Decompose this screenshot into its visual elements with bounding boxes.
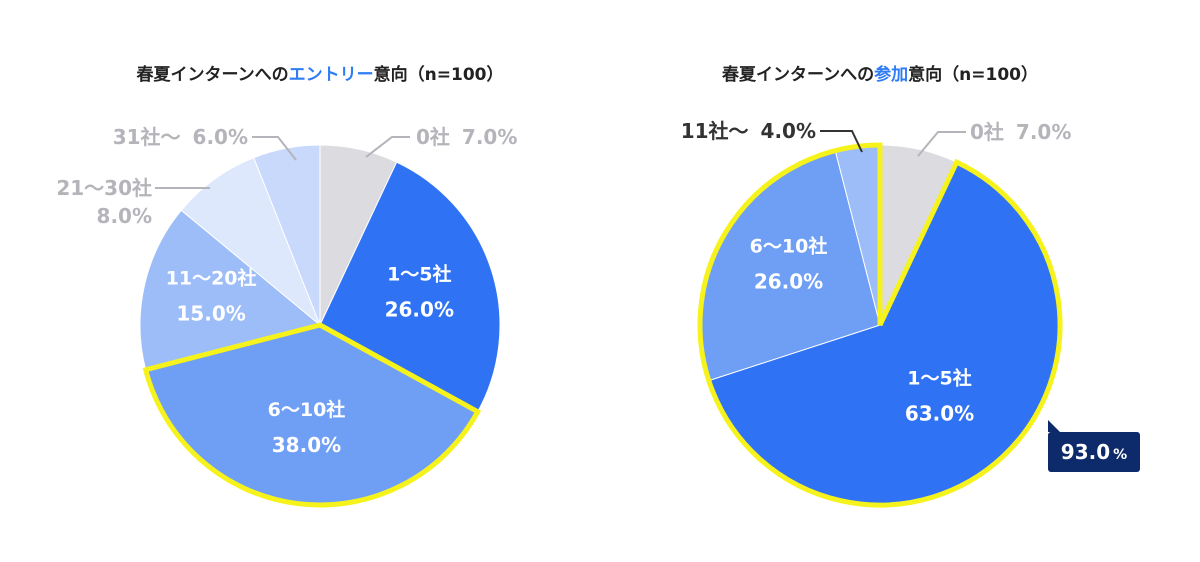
- chart-2-slice-2-label: 63.0%: [905, 402, 974, 426]
- chart-2-slice-1-outer-label: 0社 7.0%: [970, 120, 1071, 144]
- chart-1-title: 春夏インターンへのエントリー意向（n=100）: [137, 60, 504, 85]
- callout-box: [1048, 432, 1140, 472]
- chart-2-slice-1-name: 0社: [970, 120, 1004, 144]
- chart-1-highlight-outline: [142, 322, 482, 508]
- chart-2-slice-2-name: 1〜5社: [907, 367, 971, 390]
- chart-1-slice-6-leader: [252, 136, 297, 161]
- chart-1-slice-4-name: 11〜20社: [166, 267, 257, 290]
- chart-2-total-callout: 93.0%: [1048, 420, 1140, 472]
- chart-1-slice-1-label: 7.0%: [462, 125, 517, 149]
- chart-2-slice-1-label: 7.0%: [1016, 120, 1071, 144]
- chart-1-slice-4: [139, 209, 322, 371]
- chart-1-title-highlight: エントリー: [288, 65, 374, 85]
- chart-2-title-part-1: 春夏インターンへの: [722, 65, 875, 85]
- chart-2-slice-4-outer-label: 11社〜 4.0%: [681, 119, 816, 143]
- callout-pointer: [1048, 420, 1060, 432]
- callout-value: 93.0: [1061, 440, 1110, 464]
- chart-1-title-part-1: 春夏インターンへの: [136, 65, 289, 85]
- chart-2-title: 春夏インターンへの参加意向（n=100）: [722, 60, 1038, 85]
- chart-1-slice-3-label: 38.0%: [272, 433, 341, 457]
- chart-1-slice-6-name: 31社〜: [113, 125, 181, 149]
- chart-1-slice-1-leader: [365, 136, 410, 158]
- chart-2-slice-4-leader: [820, 130, 863, 153]
- chart-2-slice-3-name: 6〜10社: [750, 235, 828, 258]
- chart-2-slice-1-leader: [917, 131, 966, 157]
- chart-1-slice-5-label: 8.0%: [97, 204, 152, 228]
- chart-1-slice-2-name: 1〜5社: [387, 263, 451, 286]
- chart-2-slice-4-name: 11社〜: [681, 119, 749, 143]
- chart-1-slice-2-label: 26.0%: [385, 298, 454, 322]
- chart-1-slice-1-outer-label: 0社 7.0%: [416, 125, 517, 149]
- chart-2-title-part-3: 意向（n=100）: [908, 65, 1038, 85]
- chart-1-slice-1-name: 0社: [416, 125, 450, 149]
- chart-1-slice-4-label: 15.0%: [176, 302, 245, 326]
- chart-2-slice-4-label: 4.0%: [761, 119, 816, 143]
- chart-1-slice-6-outer-label: 31社〜 6.0%: [113, 125, 248, 149]
- chart-1-title-part-3: 意向（n=100）: [373, 65, 504, 85]
- callout-text: 93.0%: [1061, 440, 1127, 464]
- chart-2-slice-3-label: 26.0%: [754, 270, 823, 294]
- chart-2-highlight-outline: [697, 142, 1063, 508]
- chart-1-slice-3-name: 6〜10社: [268, 398, 346, 421]
- callout-unit: %: [1113, 447, 1127, 463]
- chart-1-slice-5-name: 21〜30社: [56, 176, 152, 200]
- chart-2-title-highlight: 参加: [874, 65, 909, 85]
- chart-1-slice-6-label: 6.0%: [193, 125, 248, 149]
- chart-1-slice-5: [180, 156, 321, 326]
